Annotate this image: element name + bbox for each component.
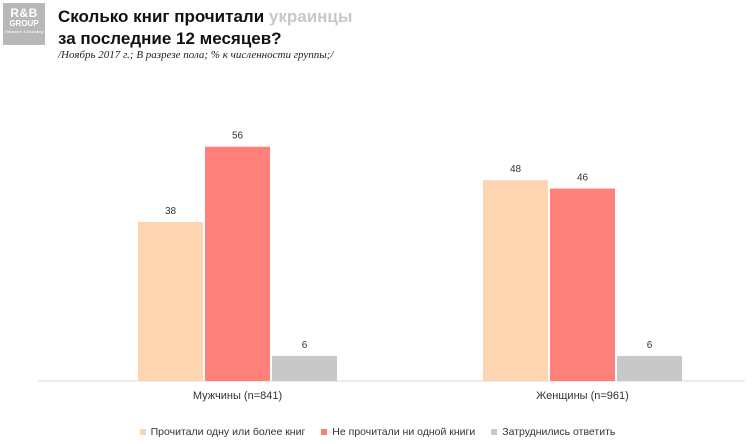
data-label-2-1: 48 (510, 164, 522, 175)
category-label-2: Женщины (n=961) (536, 390, 629, 402)
legend-item-2: Не прочитали ни одной книги (321, 426, 475, 438)
bar-1-2 (205, 146, 270, 381)
title-accent: украинцы (268, 7, 353, 26)
legend-item-1: Прочитали одну или более книг (139, 426, 306, 438)
bar-2-3 (617, 355, 682, 381)
bar-2-2 (550, 188, 615, 381)
bar-2-1 (483, 180, 548, 381)
chart-legend: Прочитали одну или более книг Не прочитал… (0, 426, 755, 438)
title-line-2: за последние 12 месяцев? (58, 29, 282, 48)
title-part-1: Сколько книг прочитали (58, 7, 269, 26)
data-label-2-3: 6 (647, 340, 653, 351)
legend-swatch-3 (491, 429, 498, 435)
legend-swatch-1 (139, 429, 146, 435)
data-label-1-1: 38 (165, 206, 177, 217)
subtitle: /Ноябрь 2017 г.; В разрезе пола; % к чис… (58, 49, 334, 61)
logo-line-2: GROUP (9, 19, 39, 28)
page-title: Сколько книг прочитали украинцы за после… (58, 6, 698, 50)
legend-label-2: Не прочитали ни одной книги (332, 426, 476, 438)
legend-item-3: Затруднились ответить (491, 426, 615, 438)
logo-line-1: R&B (10, 6, 38, 20)
logo-line-3: Research & Branding (4, 29, 44, 34)
legend-label-1: Прочитали одну или более книг (150, 426, 306, 438)
data-label-1-2: 56 (232, 131, 244, 142)
category-label-1: Мужчины (n=841) (193, 390, 282, 402)
legend-swatch-2 (321, 429, 328, 435)
data-label-2-2: 46 (577, 173, 589, 184)
data-label-1-3: 6 (302, 340, 308, 351)
logo: R&B GROUP Research & Branding (3, 3, 45, 45)
legend-label-3: Затруднились ответить (502, 426, 616, 438)
bar-1-3 (272, 355, 337, 381)
bar-1-1 (138, 222, 203, 381)
